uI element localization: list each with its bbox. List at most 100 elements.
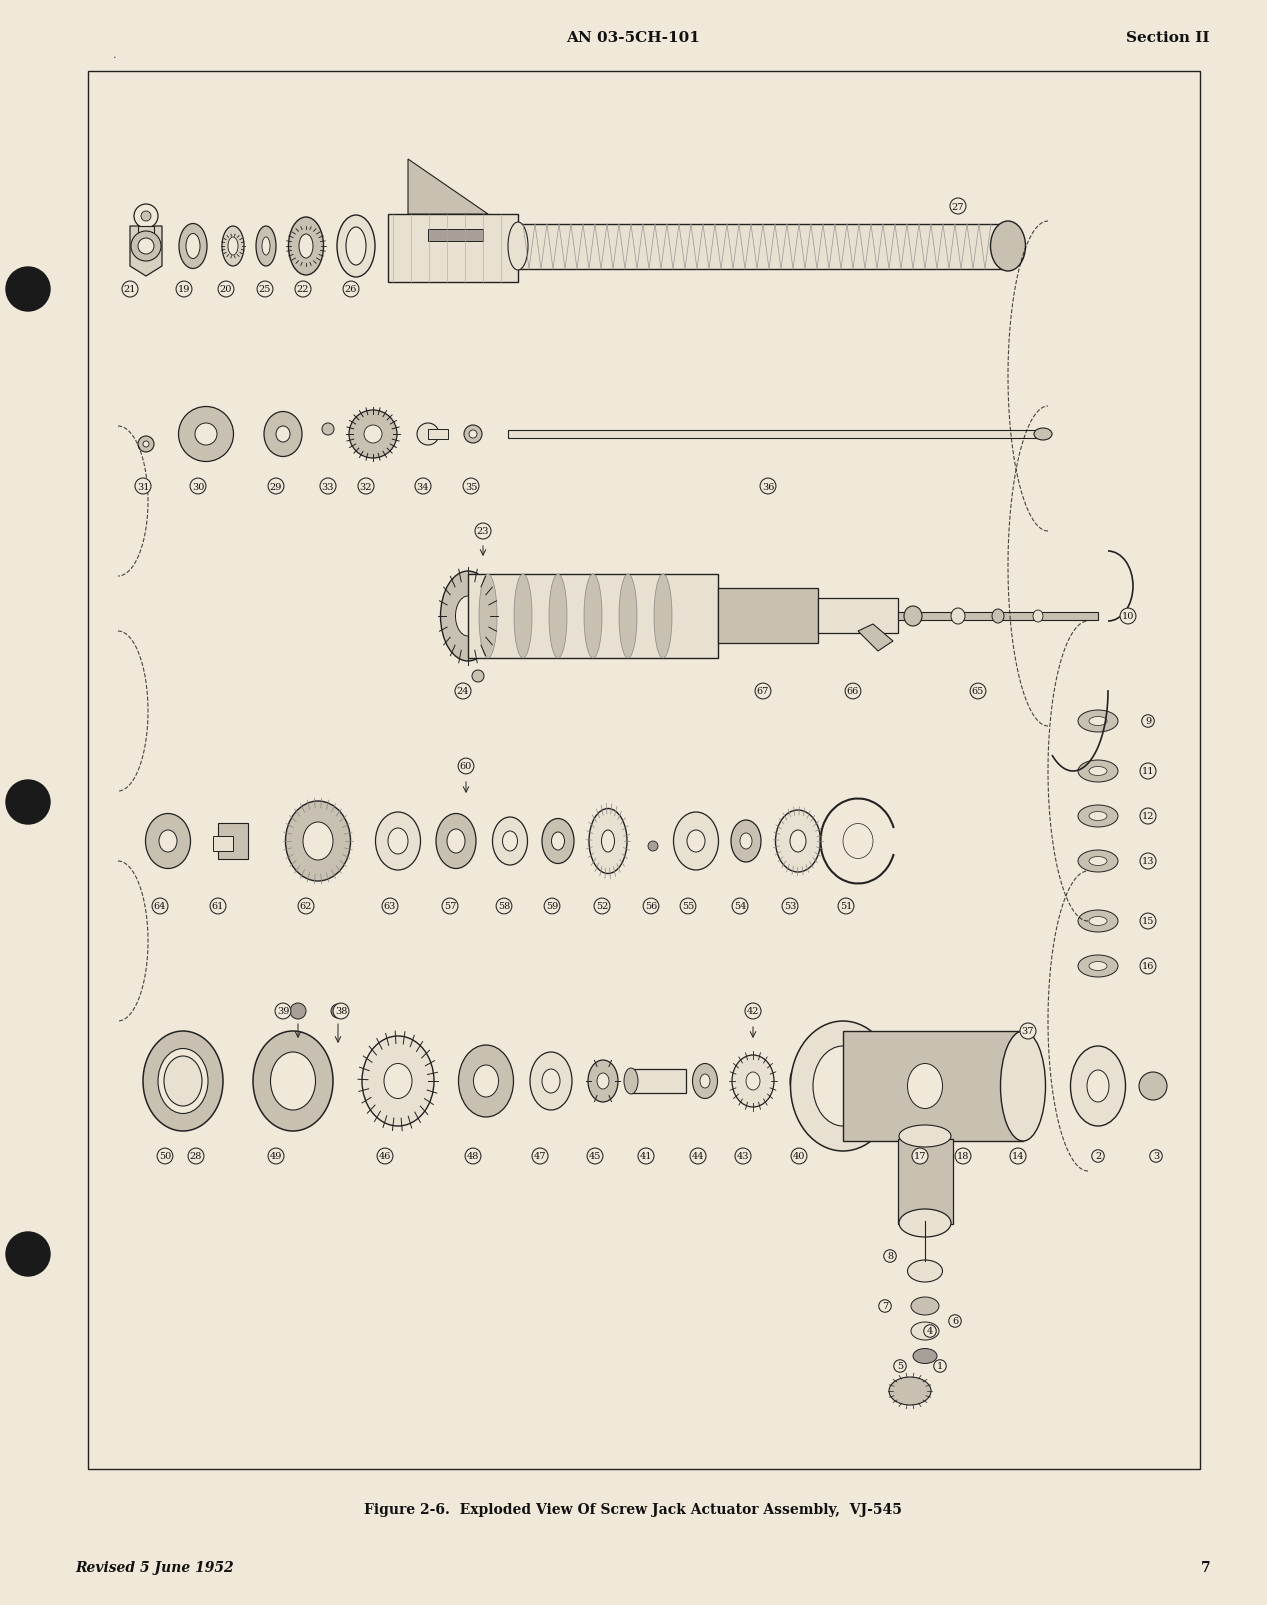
Bar: [718, 589, 818, 644]
Ellipse shape: [479, 575, 497, 658]
Ellipse shape: [253, 1032, 333, 1132]
Ellipse shape: [362, 1037, 435, 1127]
Ellipse shape: [1090, 767, 1107, 775]
Ellipse shape: [303, 822, 333, 860]
Text: 67: 67: [756, 687, 769, 697]
Text: 53: 53: [784, 902, 796, 912]
Text: 55: 55: [682, 902, 694, 912]
Text: 21: 21: [124, 286, 137, 294]
Text: 28: 28: [190, 1152, 203, 1160]
Circle shape: [331, 1005, 345, 1018]
Ellipse shape: [441, 571, 495, 661]
Text: 66: 66: [846, 687, 859, 697]
Bar: [138, 226, 155, 239]
Ellipse shape: [375, 812, 421, 870]
Ellipse shape: [143, 1032, 223, 1132]
Text: 32: 32: [360, 482, 372, 491]
Ellipse shape: [337, 215, 375, 278]
Ellipse shape: [731, 820, 761, 862]
Text: 52: 52: [595, 902, 608, 912]
Circle shape: [290, 1003, 307, 1019]
Text: 60: 60: [460, 762, 473, 770]
Ellipse shape: [1090, 857, 1107, 867]
Circle shape: [1139, 1072, 1167, 1101]
Ellipse shape: [1078, 910, 1117, 933]
Ellipse shape: [551, 833, 565, 851]
Ellipse shape: [158, 830, 177, 852]
Text: AN 03-5CH-101: AN 03-5CH-101: [566, 30, 699, 45]
Text: 24: 24: [456, 687, 469, 697]
Text: 40: 40: [793, 1152, 806, 1160]
Ellipse shape: [508, 223, 528, 271]
Circle shape: [6, 268, 49, 311]
Ellipse shape: [1090, 916, 1107, 926]
Ellipse shape: [791, 1021, 896, 1151]
Ellipse shape: [813, 1046, 873, 1127]
Text: 14: 14: [1012, 1152, 1024, 1160]
Text: 22: 22: [296, 286, 309, 294]
Circle shape: [6, 780, 49, 825]
Text: 6: 6: [952, 1316, 958, 1326]
Ellipse shape: [179, 408, 233, 462]
Ellipse shape: [348, 411, 397, 459]
Ellipse shape: [158, 1048, 208, 1114]
Bar: [898, 613, 1098, 621]
Ellipse shape: [146, 814, 190, 868]
Ellipse shape: [791, 1061, 822, 1103]
Circle shape: [143, 441, 150, 448]
Ellipse shape: [911, 1323, 939, 1340]
Ellipse shape: [674, 812, 718, 870]
Ellipse shape: [364, 425, 381, 443]
Bar: [898, 1140, 953, 1225]
Ellipse shape: [285, 801, 351, 881]
Ellipse shape: [163, 1056, 201, 1106]
Text: 17: 17: [914, 1152, 926, 1160]
Text: 15: 15: [1142, 916, 1154, 926]
Ellipse shape: [228, 238, 238, 255]
Ellipse shape: [907, 1064, 943, 1109]
Ellipse shape: [447, 830, 465, 854]
Text: 56: 56: [645, 902, 658, 912]
Ellipse shape: [992, 610, 1003, 624]
Ellipse shape: [687, 830, 704, 852]
Ellipse shape: [1033, 610, 1043, 623]
Text: 62: 62: [300, 902, 312, 912]
Text: 65: 65: [972, 687, 984, 697]
Text: 18: 18: [957, 1152, 969, 1160]
Circle shape: [647, 841, 658, 852]
Text: 59: 59: [546, 902, 559, 912]
Ellipse shape: [436, 814, 476, 868]
Text: 4: 4: [927, 1327, 933, 1335]
Ellipse shape: [903, 607, 922, 626]
Bar: [818, 599, 898, 634]
Ellipse shape: [746, 1072, 760, 1090]
Text: 10: 10: [1121, 612, 1134, 621]
Text: 50: 50: [158, 1152, 171, 1160]
Ellipse shape: [299, 234, 313, 258]
Bar: [631, 1069, 685, 1093]
Ellipse shape: [493, 817, 527, 865]
Bar: [87, 72, 1200, 1469]
Text: Section II: Section II: [1126, 30, 1210, 45]
Ellipse shape: [799, 1072, 812, 1090]
Text: Figure 2-6.  Exploded View Of Screw Jack Actuator Assembly,  VJ-545: Figure 2-6. Exploded View Of Screw Jack …: [364, 1502, 902, 1517]
Text: 29: 29: [270, 482, 283, 491]
Bar: [843, 1032, 1022, 1141]
Ellipse shape: [1078, 761, 1117, 783]
Text: 34: 34: [417, 482, 430, 491]
Ellipse shape: [889, 1377, 931, 1404]
Text: 45: 45: [589, 1152, 601, 1160]
Bar: [508, 430, 1038, 438]
Circle shape: [138, 239, 155, 255]
Ellipse shape: [542, 819, 574, 863]
Text: 26: 26: [345, 286, 357, 294]
Ellipse shape: [1001, 1032, 1045, 1141]
Circle shape: [6, 1233, 49, 1276]
Text: 42: 42: [746, 1006, 759, 1016]
Circle shape: [141, 212, 151, 221]
Text: 9: 9: [1145, 717, 1150, 725]
Ellipse shape: [1078, 955, 1117, 977]
Text: 51: 51: [840, 902, 853, 912]
Circle shape: [134, 205, 158, 230]
Text: 13: 13: [1142, 857, 1154, 867]
